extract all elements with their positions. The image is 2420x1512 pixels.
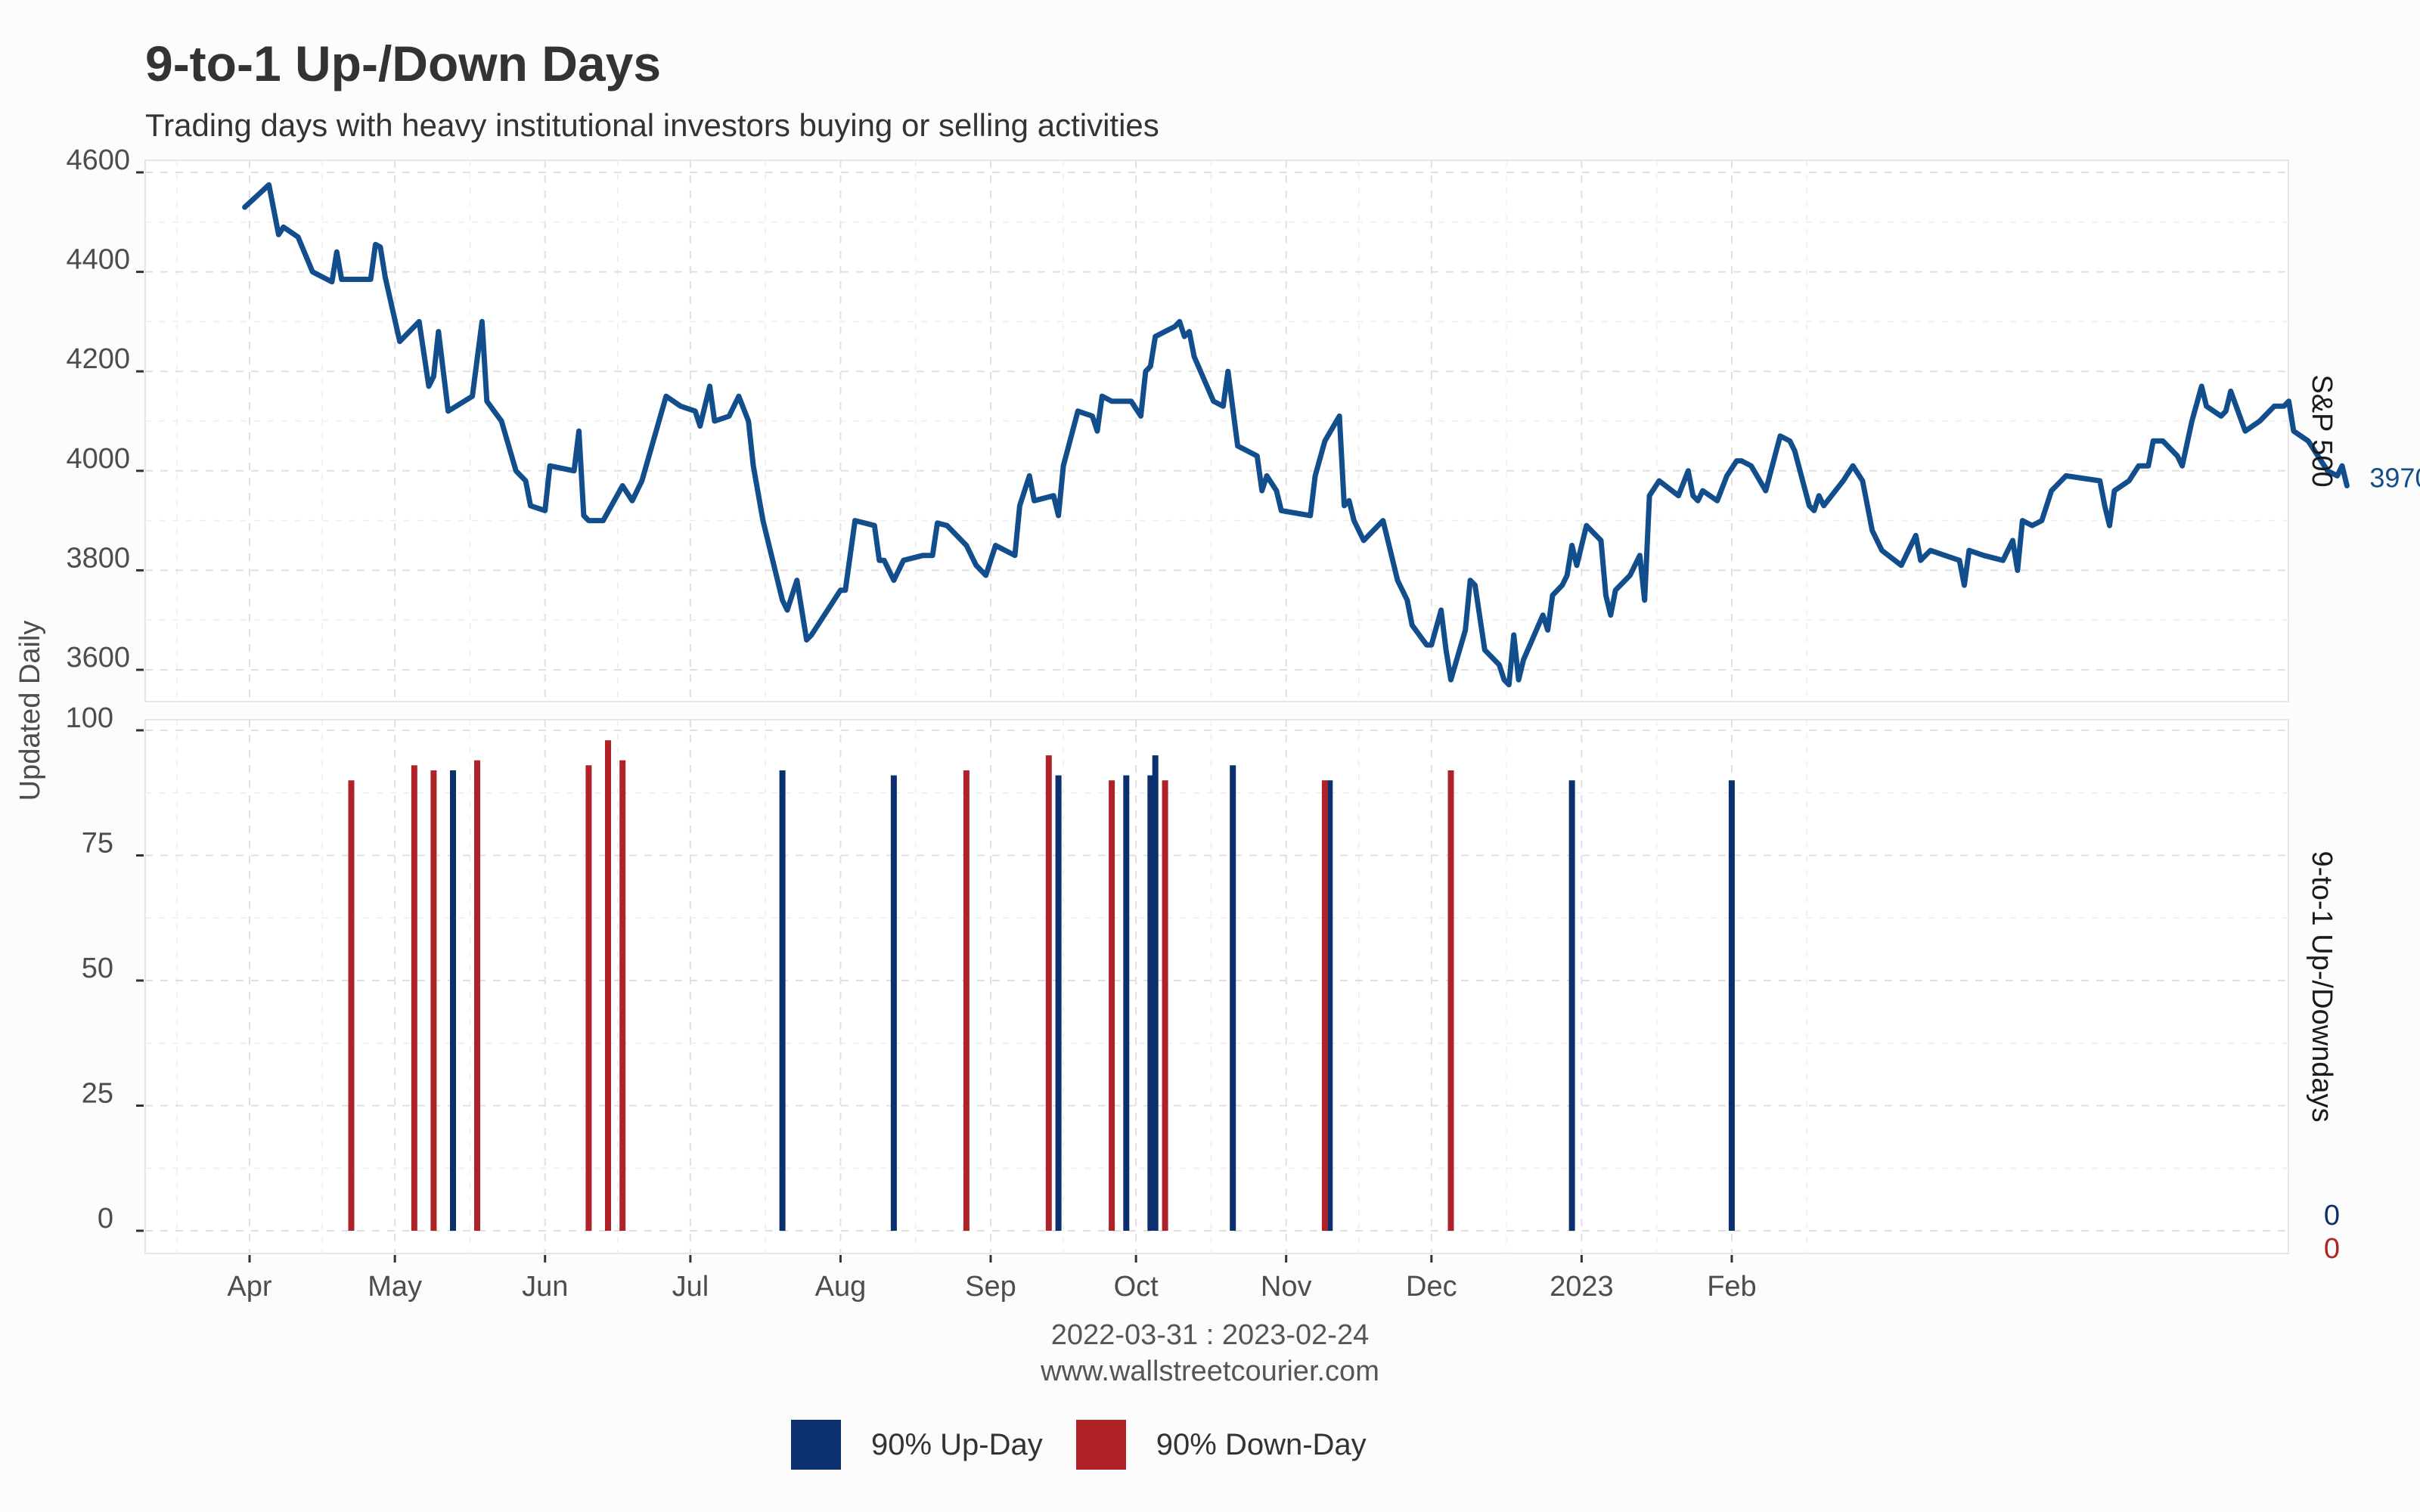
up-day-bar <box>1568 780 1575 1231</box>
down-day-bar <box>411 765 417 1231</box>
x-tick-label: May <box>368 1271 422 1303</box>
x-tick-label: Jul <box>672 1271 709 1303</box>
x-tick-label: Sep <box>965 1271 1016 1303</box>
updown-y-axis: 0 25 50 75 100 <box>66 702 144 1235</box>
up-day-bar <box>1728 780 1735 1231</box>
down-day-bar <box>605 740 611 1231</box>
x-tick-label: Nov <box>1261 1271 1312 1303</box>
updown-y-tick-label: 75 <box>82 828 113 860</box>
spx-y-tick-label: 3800 <box>66 542 130 574</box>
spx-line <box>242 182 2350 688</box>
updown-y-tick-label: 0 <box>98 1203 113 1235</box>
updown-panel: 0 25 50 75 100 0 0 9-to-1 Up-/Downdays Updat… <box>14 621 2340 1303</box>
spx-y-axis: 3600 3800 4000 4200 4400 4600 <box>66 144 144 674</box>
spx-panel-background <box>144 160 2289 702</box>
up-day-bar <box>1123 775 1130 1231</box>
last-up-value-label: 0 <box>2324 1200 2340 1232</box>
legend: 90% Up-Day 90% Down-Day <box>791 1420 1400 1470</box>
updown-y-tick-label: 100 <box>66 702 113 734</box>
down-day-bar <box>619 760 626 1231</box>
spx-y-tick-label: 4600 <box>66 144 130 176</box>
updown-panel-background <box>144 719 2289 1254</box>
spx-y-tick-label: 4200 <box>66 343 130 375</box>
x-tick-label: Jun <box>522 1271 568 1303</box>
spx-y-tick-label: 4400 <box>66 244 130 276</box>
updown-y-tick-label: 25 <box>82 1078 113 1110</box>
x-tick-label: Aug <box>815 1271 867 1303</box>
down-day-bar <box>963 770 970 1231</box>
legend-swatch-up <box>791 1420 841 1470</box>
down-day-bar <box>348 780 355 1231</box>
spx-y-tick-label: 4000 <box>66 443 130 475</box>
spx-panel: 3600 3800 4000 4200 4400 4600 3970.04 S&P 500 <box>66 144 2420 702</box>
y-axis-title: Updated Daily <box>14 621 46 801</box>
updown-panel-label: 9-to-1 Up-/Downdays <box>2306 850 2338 1122</box>
date-range: 2022-03-31 : 2023-02-24 <box>1050 1319 1370 1351</box>
up-day-bar <box>1152 755 1159 1231</box>
down-day-bar <box>1109 780 1115 1231</box>
up-day-bar <box>890 775 897 1231</box>
down-day-bar <box>585 765 592 1231</box>
last-down-value-label: 0 <box>2324 1233 2340 1265</box>
down-day-bar <box>1162 780 1168 1231</box>
chart-subtitle: Trading days with heavy institutional in… <box>145 107 1159 143</box>
x-tick-label: 2023 <box>1550 1271 1614 1303</box>
legend-label-down: 90% Down-Day <box>1156 1427 1367 1461</box>
spx-y-tick-label: 3600 <box>66 642 130 674</box>
down-day-bar <box>1321 780 1328 1231</box>
x-tick-label: Oct <box>1114 1271 1159 1303</box>
updown-grid <box>145 720 2288 1253</box>
up-day-bar <box>450 770 456 1231</box>
spx-panel-label: S&P 500 <box>2306 374 2338 487</box>
up-day-bar <box>1147 775 1154 1231</box>
x-tick-label: Feb <box>1707 1271 1756 1303</box>
down-day-bar <box>474 760 480 1231</box>
legend-swatch-down <box>1075 1420 1126 1470</box>
chart-title: 9-to-1 Up-/Down Days <box>145 36 662 91</box>
spx-last-value-label: 3970.04 <box>2369 463 2420 494</box>
down-day-bar <box>1447 770 1454 1231</box>
updown-bars <box>348 740 1735 1231</box>
x-axis: Apr May Jun Jul Aug Sep Oct Nov Dec 2023 Feb <box>227 1255 1757 1303</box>
up-day-bar <box>1230 765 1236 1231</box>
up-day-bar <box>1326 780 1333 1231</box>
legend-label-up: 90% Up-Day <box>871 1427 1043 1461</box>
down-day-bar <box>1045 755 1052 1231</box>
source-url: www.wallstreetcourier.com <box>1041 1356 1379 1387</box>
down-day-bar <box>430 770 437 1231</box>
updown-y-tick-label: 50 <box>82 953 113 984</box>
x-tick-label: Dec <box>1406 1271 1457 1303</box>
up-day-bar <box>779 770 786 1231</box>
legend-item-up: 90% Up-Day <box>791 1420 1043 1470</box>
legend-item-down: 90% Down-Day <box>1075 1420 1367 1470</box>
up-day-bar <box>1055 775 1062 1231</box>
x-tick-label: Apr <box>227 1271 271 1303</box>
